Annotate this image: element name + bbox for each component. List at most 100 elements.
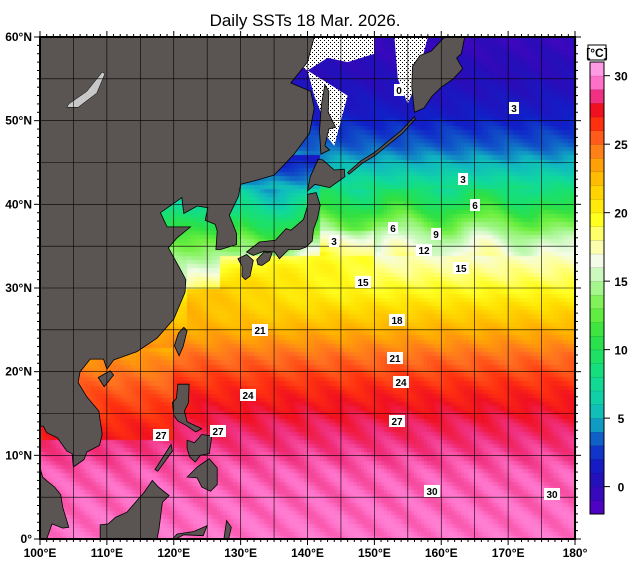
colorbar-segment xyxy=(589,130,605,145)
lat-label: 40°N xyxy=(5,197,32,211)
contour-label-box xyxy=(393,376,409,388)
colorbar-segment xyxy=(589,417,605,433)
lon-label: 120°E xyxy=(157,546,190,560)
contour-label-box xyxy=(394,84,404,96)
contour-label-box xyxy=(453,262,469,274)
contour-label: 3 xyxy=(460,175,466,186)
lat-label: 50°N xyxy=(5,114,32,128)
contour-label: 6 xyxy=(390,224,396,235)
colorbar-segment xyxy=(589,280,605,296)
colorbar-segment xyxy=(589,89,605,104)
lon-label: 140°E xyxy=(291,546,324,560)
colorbar-segment xyxy=(589,253,605,268)
contour-label-box xyxy=(431,228,441,240)
hokkaido-land xyxy=(306,158,346,192)
colorbar-tick-label: 5 xyxy=(618,412,625,426)
colorbar-tick-label: 25 xyxy=(614,138,628,152)
colorbar-segment xyxy=(589,486,605,501)
contour-label-box xyxy=(416,244,432,256)
land-layer xyxy=(39,36,466,540)
contour-label-box xyxy=(355,276,371,288)
lake-baikal xyxy=(66,71,106,108)
contour-label: 27 xyxy=(155,431,167,442)
axes: 100°E 110°E 120°E 130°E 140°E 150°E 160°E 170°E… xyxy=(5,30,587,560)
kamchatka-land xyxy=(411,36,466,113)
colorbar-segment xyxy=(589,171,605,186)
kuril-islands-land xyxy=(347,115,416,175)
taiwan-land xyxy=(173,326,188,357)
lon-label: 100°E xyxy=(24,546,57,560)
contour-label-box xyxy=(252,324,268,336)
colorbar-segment xyxy=(589,500,605,515)
lat-label: 20°N xyxy=(5,365,32,379)
mindanao-land xyxy=(186,458,218,492)
colorbar-segment xyxy=(589,239,605,255)
halmahera-land xyxy=(223,519,232,540)
contour-label-box xyxy=(329,235,339,247)
colorbar-segment xyxy=(589,472,605,488)
lat-label: 10°N xyxy=(5,448,32,462)
colorbar-segment xyxy=(589,308,605,323)
contour-label-box xyxy=(424,485,440,497)
colorbar-segment xyxy=(589,75,605,90)
colorbar-tick-label: 10 xyxy=(614,344,628,358)
colorbar-segment xyxy=(589,267,605,282)
colorbar-segment xyxy=(589,335,605,351)
colorbar-segment xyxy=(589,349,605,364)
contour-label-box xyxy=(153,429,169,441)
colorbar-segment xyxy=(589,102,605,118)
colorbar-segment xyxy=(589,445,605,460)
colorbar-segment xyxy=(589,294,605,310)
sulawesi-land xyxy=(171,524,208,540)
malay-peninsula-land xyxy=(39,434,70,540)
lon-label: 160°E xyxy=(425,546,458,560)
contour-label: 21 xyxy=(254,326,266,337)
contour-label: 15 xyxy=(455,264,467,275)
colorbar-segment xyxy=(589,322,605,337)
contour-labels: 0 3 3 6 6 912 3 15 15 18 21 21 24 24 27 27 27 30 30 xyxy=(153,84,560,501)
colorbar-segment xyxy=(589,363,605,378)
contour-label: 0 xyxy=(396,86,402,97)
lon-label: 150°E xyxy=(358,546,391,560)
colorbar: [°C] 30 25 20 15 10 5 0 xyxy=(586,44,628,515)
colorbar-tick-label: 30 xyxy=(614,70,628,84)
contour-label-box xyxy=(387,352,403,364)
contour-label: 27 xyxy=(391,417,403,428)
colorbar-segment xyxy=(589,459,605,474)
lat-label: 30°N xyxy=(5,281,32,295)
sakhalin-land xyxy=(319,83,337,155)
lon-label: 180° xyxy=(563,546,588,560)
colorbar-segment xyxy=(589,116,605,131)
colorbar-segment xyxy=(589,226,605,241)
lat-label: 0° xyxy=(21,532,33,546)
contour-label: 24 xyxy=(242,391,254,402)
colorbar-unit-box xyxy=(587,44,607,61)
contour-label: 3 xyxy=(331,237,337,248)
kyushu-land xyxy=(237,254,254,281)
contour-label: 27 xyxy=(212,427,224,438)
contour-label: 6 xyxy=(472,201,478,212)
contour-label: 9 xyxy=(433,230,439,241)
contour-label: 24 xyxy=(395,378,407,389)
contour-label: 21 xyxy=(389,354,401,365)
lat-label: 60°N xyxy=(5,30,32,44)
asia-mainland-land xyxy=(39,36,315,468)
palawan-land xyxy=(154,443,173,472)
colorbar-segment xyxy=(589,198,605,214)
contour-label: 15 xyxy=(357,278,369,289)
map-title: Daily SSTs 18 Mar. 2026. xyxy=(209,11,401,30)
borneo-land xyxy=(99,479,170,540)
lon-label: 130°E xyxy=(224,546,257,560)
lon-label: 110°E xyxy=(91,546,123,560)
honshu-land xyxy=(245,192,321,260)
colorbar-segment xyxy=(589,390,605,405)
contour-label-box xyxy=(544,488,560,500)
contour-label-box xyxy=(389,415,405,427)
colorbar-segment xyxy=(589,431,605,447)
colorbar-tick-label: 0 xyxy=(618,481,625,495)
contour-label: 12 xyxy=(418,246,430,257)
contour-label-box xyxy=(210,425,226,437)
colorbar-segment xyxy=(589,376,605,392)
